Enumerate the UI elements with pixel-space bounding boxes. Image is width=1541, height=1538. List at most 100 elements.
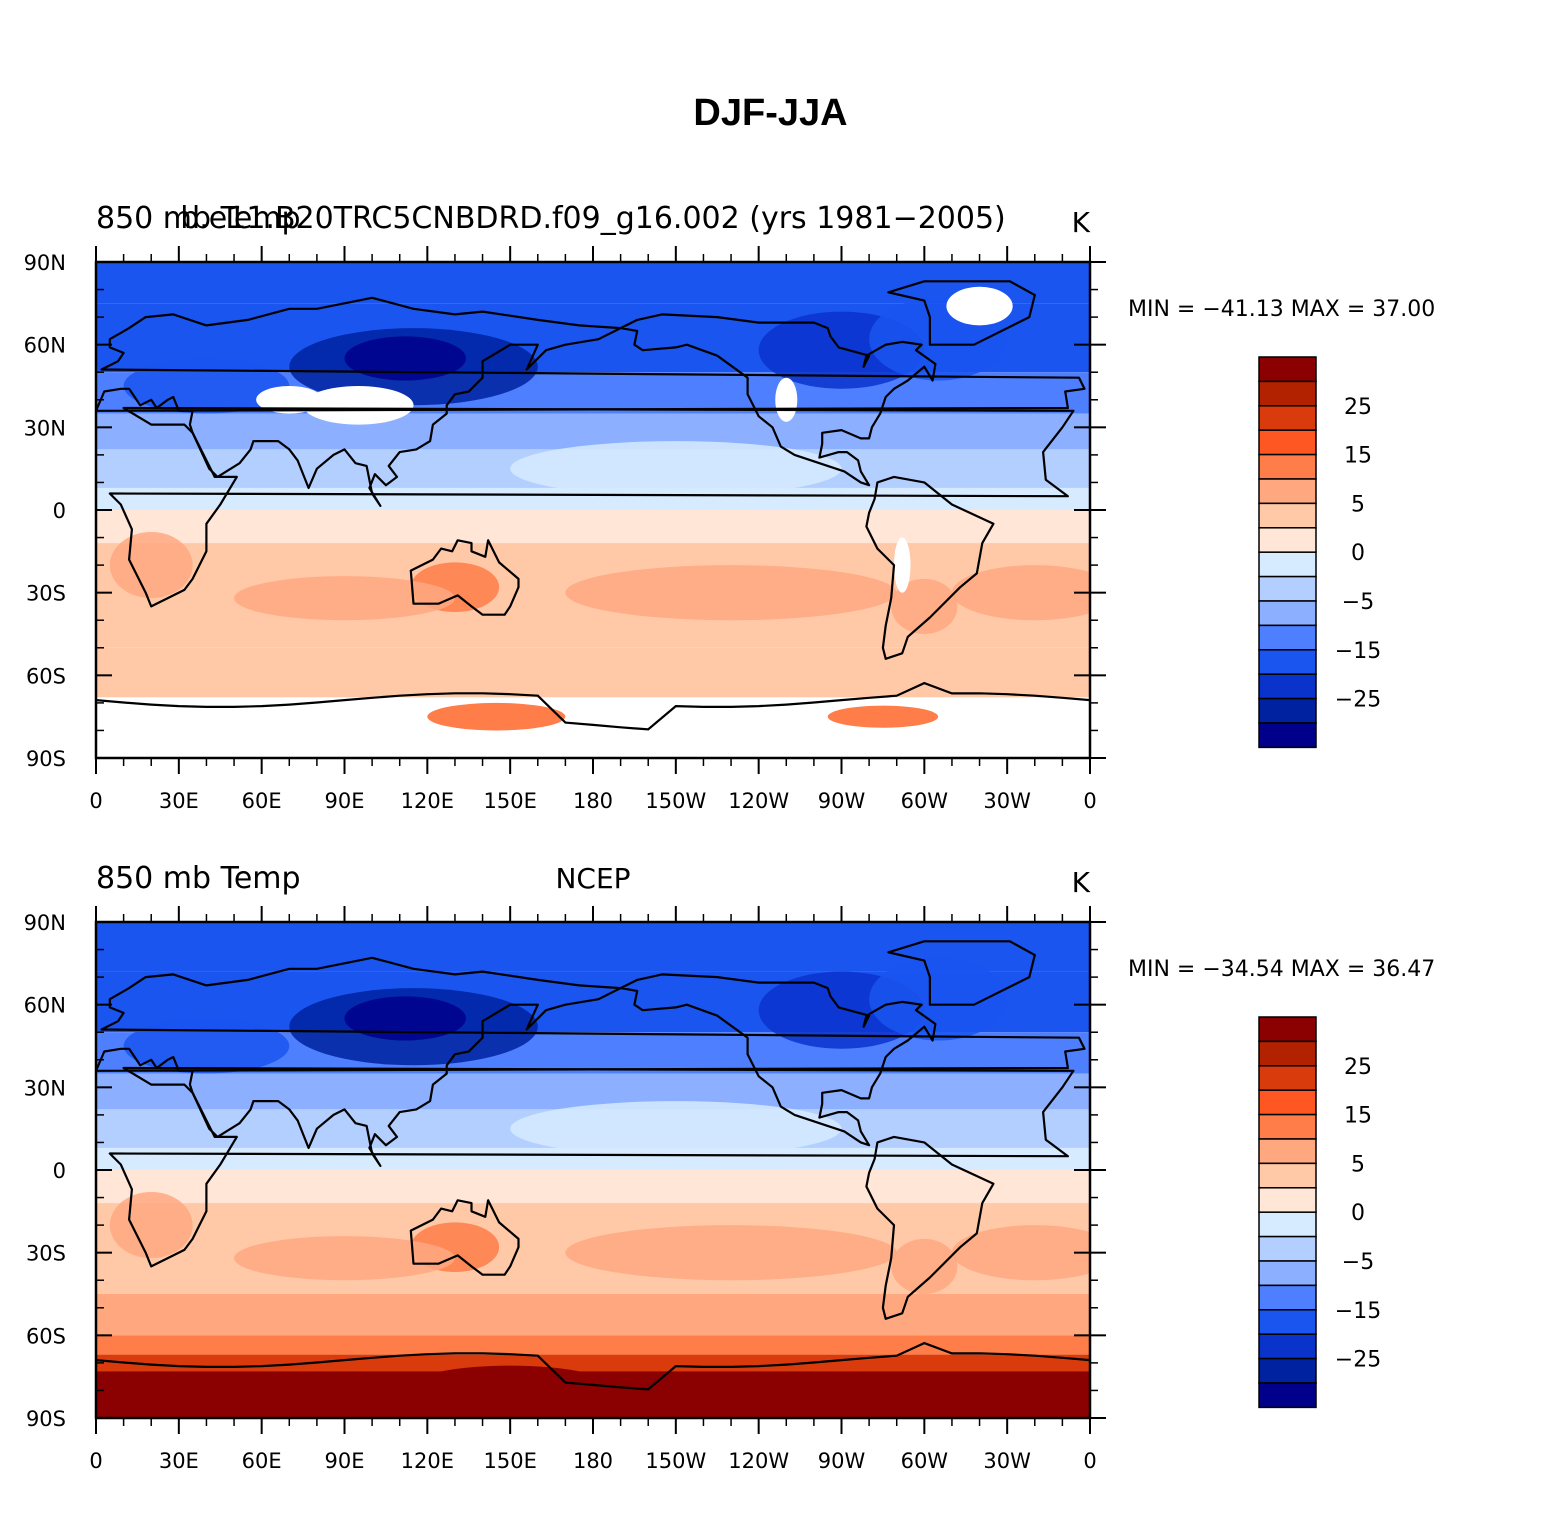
- colorbar-label: 25: [1344, 1055, 1372, 1080]
- lon-tick-label: 150W: [645, 789, 706, 813]
- colorbar-label: 5: [1351, 492, 1365, 517]
- lon-tick-label: 90E: [325, 789, 365, 813]
- lat-tick-label: 90S: [26, 747, 66, 771]
- min-max-stats: MIN = −34.54 MAX = 36.47: [1128, 957, 1435, 982]
- colorbar-swatch: [1258, 1138, 1317, 1165]
- colorbar-swatch: [1258, 1284, 1317, 1311]
- coastline-greenland: [887, 940, 1036, 1006]
- colorbar-swatch: [1258, 1357, 1317, 1384]
- colorbar-label: 0: [1351, 541, 1365, 566]
- coastline-northamerica: [619, 313, 937, 487]
- lat-tick-label: 60S: [26, 664, 66, 688]
- lon-tick-label: 60W: [901, 789, 949, 813]
- coastline-africa: [108, 406, 1075, 608]
- colorbar-swatch: [1258, 1113, 1317, 1140]
- panel-center-title: NCEP: [555, 862, 630, 895]
- coastline-antarctica: [96, 681, 1090, 731]
- colorbar-label: 15: [1344, 444, 1372, 469]
- lon-tick-label: 30E: [159, 1449, 199, 1473]
- colorbar-swatch: [1258, 1235, 1317, 1262]
- lat-tick-label: 90N: [24, 911, 66, 935]
- lat-tick-label: 90N: [24, 251, 66, 275]
- lon-tick-label: 180: [573, 1449, 613, 1473]
- colorbar-swatch: [1258, 1260, 1317, 1287]
- colorbar-swatch: [1258, 1309, 1317, 1335]
- colorbar-swatch: [1258, 600, 1317, 627]
- panel-center-title: b.e11.B20TRC5CNBDRD.f09_g16.002 (yrs 198…: [180, 201, 1006, 236]
- colorbar-label: −5: [1342, 590, 1374, 615]
- colorbar-swatch: [1258, 502, 1317, 529]
- lat-tick-label: 60N: [24, 994, 66, 1018]
- colorbar-label: 0: [1351, 1201, 1365, 1226]
- lat-tick-label: 30S: [26, 1242, 66, 1266]
- coastline-greenland: [887, 280, 1036, 346]
- lon-tick-label: 30E: [159, 789, 199, 813]
- colorbar-swatch: [1258, 405, 1317, 431]
- lat-tick-label: 60S: [26, 1324, 66, 1348]
- lon-tick-label: 150E: [483, 789, 536, 813]
- coastline-africa: [108, 1066, 1075, 1268]
- colorbar-swatch: [1258, 697, 1317, 724]
- colorbar-label: −25: [1335, 1348, 1381, 1373]
- lon-tick-label: 120W: [728, 789, 789, 813]
- coastline-southamerica: [865, 1135, 995, 1320]
- lat-tick-label: 90S: [26, 1407, 66, 1431]
- map-panel-ncep: 90N 60N 30N 0 30S 60S 90S 0 30E 60E 90E 120E 150E 180…: [24, 861, 1436, 1473]
- colorbar-swatch: [1258, 551, 1317, 578]
- colorbar-swatch: [1258, 356, 1317, 383]
- colorbar-swatch: [1258, 1382, 1317, 1409]
- lat-tick-label: 0: [53, 499, 66, 523]
- lon-tick-label: 150W: [645, 1449, 706, 1473]
- coastline-antarctica: [96, 1341, 1090, 1391]
- coastline-southamerica: [865, 475, 995, 660]
- colorbar-swatch: [1258, 673, 1317, 700]
- colorbar-swatch: [1258, 722, 1317, 749]
- map-panel-model: 90N 60N 30N 0 30S 60S 90S 0 30E 60E 90E 120E 150E 180…: [24, 201, 1436, 813]
- lat-tick-label: 0: [53, 1159, 66, 1183]
- coastline-australia: [409, 1199, 520, 1276]
- main-title: DJF-JJA: [693, 92, 848, 134]
- colorbar-label: 5: [1351, 1152, 1365, 1177]
- colorbar-swatch: [1258, 429, 1317, 456]
- colorbar-label: −25: [1335, 688, 1381, 713]
- lat-tick-label: 30N: [24, 416, 66, 440]
- lon-tick-label: 60E: [242, 1449, 282, 1473]
- colorbar-swatch: [1258, 1089, 1317, 1116]
- colorbar-swatch: [1258, 1016, 1317, 1043]
- colorbar-label: −15: [1335, 639, 1381, 664]
- lat-tick-label: 30N: [24, 1076, 66, 1100]
- lon-tick-label: 180: [573, 789, 613, 813]
- lat-tick-label: 30S: [26, 582, 66, 606]
- colorbar-swatch: [1258, 649, 1317, 675]
- colorbar-swatch: [1258, 1211, 1317, 1238]
- colorbar-swatch: [1258, 624, 1317, 651]
- coastline-australia: [409, 539, 520, 616]
- lon-tick-label: 120E: [401, 1449, 454, 1473]
- lon-tick-label: 30W: [983, 789, 1031, 813]
- lon-tick-label: 120E: [401, 789, 454, 813]
- lon-tick-label: 60W: [901, 1449, 949, 1473]
- panel-units: K: [1072, 866, 1091, 899]
- colorbar-swatch: [1258, 380, 1317, 407]
- colorbar-swatch: [1258, 1187, 1317, 1213]
- colorbar-label: 25: [1344, 395, 1372, 420]
- lon-tick-label: 90W: [818, 789, 866, 813]
- lon-tick-label: 150E: [483, 1449, 536, 1473]
- lon-tick-label: 0: [89, 789, 102, 813]
- panel-left-title: 850 mb Temp: [96, 861, 301, 896]
- panel-units: K: [1072, 206, 1091, 239]
- lon-tick-label: 0: [1083, 1449, 1096, 1473]
- colorbar-swatch: [1258, 1333, 1317, 1360]
- colorbar-swatch: [1258, 1065, 1317, 1091]
- lon-tick-label: 30W: [983, 1449, 1031, 1473]
- temperature-field: [96, 262, 1090, 758]
- colorbar: 25 15 5 0 −5 −15 −25: [1258, 1016, 1381, 1409]
- lon-tick-label: 120W: [728, 1449, 789, 1473]
- colorbar-label: −15: [1335, 1299, 1381, 1324]
- colorbar-swatch: [1258, 527, 1317, 553]
- temperature-field: [96, 922, 1090, 1418]
- min-max-stats: MIN = −41.13 MAX = 37.00: [1128, 297, 1435, 322]
- lon-tick-label: 0: [89, 1449, 102, 1473]
- lon-tick-label: 60E: [242, 789, 282, 813]
- colorbar-swatch: [1258, 1162, 1317, 1189]
